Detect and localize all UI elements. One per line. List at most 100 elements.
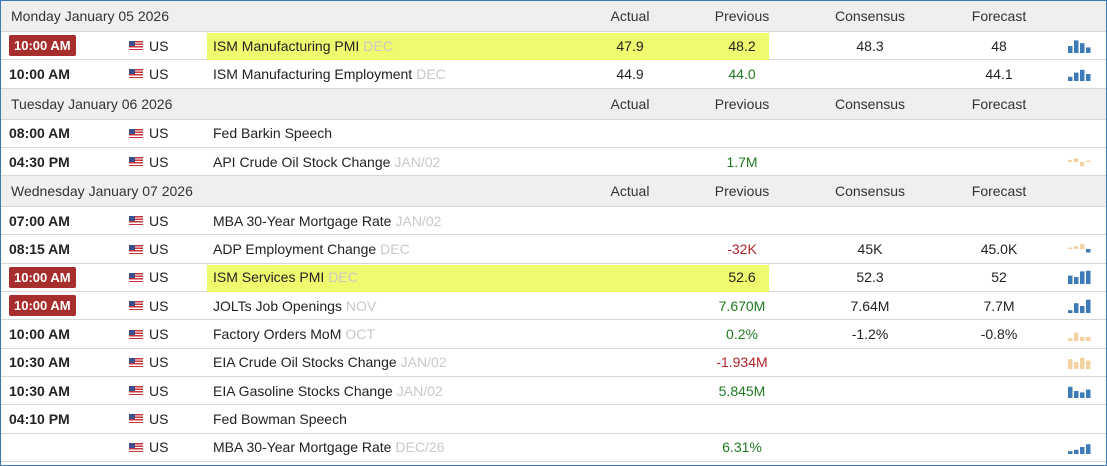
event-name[interactable]: API Crude Oil Stock Change JAN/02 bbox=[207, 148, 567, 175]
event-time bbox=[9, 434, 119, 461]
actual-value bbox=[569, 148, 691, 175]
event-row[interactable]: 10:30 AM US EIA Gasoline Stocks Change JAN/… bbox=[1, 377, 1106, 406]
country-code: US bbox=[149, 410, 169, 427]
event-time: 10:00 AM bbox=[9, 32, 119, 59]
sparkline-bar bbox=[1080, 161, 1085, 166]
event-row[interactable]: 10:00 AM US Factory Orders MoM OCT 0.2% -1.2%… bbox=[1, 320, 1106, 349]
event-period: OCT bbox=[345, 326, 375, 343]
event-title-link[interactable]: ISM Services PMI bbox=[213, 269, 325, 286]
event-name[interactable]: EIA Crude Oil Stocks Change JAN/02 bbox=[207, 349, 567, 376]
country: US bbox=[129, 207, 199, 234]
event-time: 10:00 AM bbox=[9, 264, 119, 291]
day-date: Tuesday January 06 2026 bbox=[11, 95, 173, 112]
event-name[interactable]: Fed Bowman Speech bbox=[207, 405, 567, 432]
event-name[interactable]: ISM Services PMI DEC bbox=[207, 264, 567, 291]
event-title-link[interactable]: API Crude Oil Stock Change bbox=[213, 153, 391, 170]
sparkline-bar bbox=[1068, 159, 1073, 162]
sparkline-bar bbox=[1074, 390, 1079, 398]
event-name[interactable]: MBA 30-Year Mortgage Rate JAN/02 bbox=[207, 207, 567, 234]
event-row[interactable]: 10:30 AM US EIA Crude Oil Stocks Change JAN… bbox=[1, 349, 1106, 377]
sparkline-chart-icon[interactable] bbox=[1061, 434, 1097, 461]
previous-value: -32K bbox=[727, 241, 757, 258]
column-header-consensus: Consensus bbox=[834, 183, 906, 200]
sparkline-chart-icon[interactable] bbox=[1061, 292, 1097, 319]
event-row[interactable]: 04:30 PM US API Crude Oil Stock Change JAN/… bbox=[1, 148, 1106, 177]
sparkline-bar bbox=[1068, 359, 1073, 370]
event-title-link[interactable]: ISM Manufacturing PMI bbox=[213, 37, 360, 54]
sparkline-chart-icon[interactable] bbox=[1061, 148, 1097, 175]
actual-value bbox=[569, 377, 691, 404]
event-row[interactable]: 10:00 AM US ISM Manufacturing Employment DE… bbox=[1, 60, 1106, 89]
sparkline-chart-icon[interactable] bbox=[1061, 207, 1097, 234]
time-badge: 10:00 AM bbox=[9, 295, 76, 317]
event-row[interactable]: 08:00 AM US Fed Barkin Speech bbox=[1, 120, 1106, 148]
event-period: JAN/02 bbox=[394, 153, 441, 170]
actual-value bbox=[569, 120, 691, 147]
sparkline-chart-icon[interactable] bbox=[1061, 320, 1097, 347]
sparkline-bar bbox=[1086, 299, 1091, 313]
event-title-link[interactable]: MBA 30-Year Mortgage Rate bbox=[213, 212, 392, 229]
previous-value: 52.6 bbox=[728, 269, 756, 286]
event-title-link[interactable]: Fed Bowman Speech bbox=[213, 410, 347, 427]
event-name[interactable]: ISM Manufacturing PMI DEC bbox=[207, 32, 567, 59]
event-row[interactable]: 08:15 AM US ADP Employment Change DEC -32K 45… bbox=[1, 236, 1106, 264]
consensus-value bbox=[793, 207, 947, 234]
event-name[interactable]: MBA 30-Year Mortgage Rate DEC/26 bbox=[207, 434, 567, 461]
sparkline-bar bbox=[1074, 362, 1079, 370]
event-row[interactable]: 07:00 AM US MBA 30-Year Mortgage Rate JAN/0… bbox=[1, 207, 1106, 236]
event-name[interactable]: Fed Barkin Speech bbox=[207, 120, 567, 147]
time-badge: 10:00 AM bbox=[9, 35, 76, 57]
event-name[interactable]: JOLTs Job Openings NOV bbox=[207, 292, 567, 319]
event-name[interactable]: Factory Orders MoM OCT bbox=[207, 320, 567, 347]
day-header-row: Wednesday January 07 2026 Actual Previous C… bbox=[1, 176, 1106, 208]
event-name[interactable]: ISM Manufacturing Employment DEC bbox=[207, 60, 567, 87]
actual-value: 44.9 bbox=[616, 65, 644, 82]
sparkline-bar bbox=[1074, 72, 1079, 81]
event-row[interactable]: 10:00 AM US ISM Services PMI DEC 52.6 52.3 52 bbox=[1, 264, 1106, 293]
country: US bbox=[129, 349, 199, 376]
sparkline-chart-icon[interactable] bbox=[1061, 236, 1097, 263]
event-title-link[interactable]: JOLTs Job Openings bbox=[213, 297, 342, 314]
sparkline-bar bbox=[1074, 450, 1079, 455]
sparkline-bar bbox=[1068, 309, 1073, 313]
country: US bbox=[129, 148, 199, 175]
event-row[interactable]: 10:00 AM US JOLTs Job Openings NOV 7.670M 7.6… bbox=[1, 292, 1106, 321]
sparkline-chart-icon[interactable] bbox=[1061, 32, 1097, 59]
sparkline-bar bbox=[1080, 244, 1085, 250]
sparkline-bar bbox=[1080, 271, 1085, 285]
event-period: DEC/26 bbox=[395, 439, 445, 456]
forecast-value: 45.0K bbox=[980, 241, 1018, 258]
sparkline-chart-icon[interactable] bbox=[1061, 120, 1097, 147]
country-code: US bbox=[149, 326, 169, 343]
country: US bbox=[129, 292, 199, 319]
day-date: Wednesday January 07 2026 bbox=[11, 183, 193, 200]
sparkline-chart-icon[interactable] bbox=[1061, 405, 1097, 432]
event-name[interactable]: EIA Gasoline Stocks Change JAN/02 bbox=[207, 377, 567, 404]
sparkline-chart-icon[interactable] bbox=[1061, 349, 1097, 376]
event-name[interactable]: ADP Employment Change DEC bbox=[207, 236, 567, 263]
sparkline-bar bbox=[1074, 332, 1079, 342]
event-row[interactable]: 10:00 AM US ISM Manufacturing PMI DEC 47.9 48… bbox=[1, 32, 1106, 61]
event-title-link[interactable]: Fed Barkin Speech bbox=[213, 125, 333, 142]
event-title-link[interactable]: Factory Orders MoM bbox=[213, 326, 342, 343]
forecast-value: 44.1 bbox=[985, 65, 1013, 82]
sparkline-chart-icon[interactable] bbox=[1061, 60, 1097, 87]
event-title-link[interactable]: EIA Gasoline Stocks Change bbox=[213, 382, 393, 399]
sparkline-chart-icon[interactable] bbox=[1061, 264, 1097, 291]
event-row[interactable]: US MBA 30-Year Mortgage Rate DEC/26 6.31% bbox=[1, 434, 1106, 462]
forecast-value bbox=[947, 148, 1051, 175]
event-title-link[interactable]: MBA 30-Year Mortgage Rate bbox=[213, 439, 392, 456]
event-title-link[interactable]: ADP Employment Change bbox=[213, 241, 377, 258]
sparkline-bar bbox=[1068, 338, 1073, 342]
event-time: 10:00 AM bbox=[9, 326, 70, 343]
event-row[interactable]: 04:10 PM US Fed Bowman Speech bbox=[1, 405, 1106, 434]
sparkline-svg bbox=[1068, 444, 1091, 455]
event-title-link[interactable]: EIA Crude Oil Stocks Change bbox=[213, 354, 397, 371]
sparkline-chart-icon[interactable] bbox=[1061, 377, 1097, 404]
consensus-value bbox=[793, 148, 947, 175]
sparkline-bar bbox=[1080, 42, 1085, 53]
sparkline-bar bbox=[1086, 271, 1091, 285]
sparkline-bar bbox=[1080, 69, 1085, 81]
event-title-link[interactable]: ISM Manufacturing Employment bbox=[213, 65, 413, 82]
